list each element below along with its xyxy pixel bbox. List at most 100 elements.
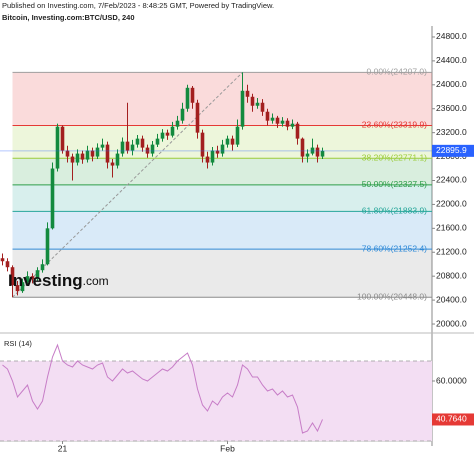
y-tick-label: 24800.0 — [436, 31, 467, 41]
candle-body — [315, 147, 320, 157]
candle-body — [130, 144, 135, 151]
fib-label: 100.00%(20448.0) — [357, 291, 427, 301]
rsi-last-box — [432, 413, 474, 426]
candle-body — [190, 87, 195, 103]
candle-body — [90, 150, 95, 157]
candle-body — [195, 102, 200, 133]
candle-body — [275, 117, 280, 124]
fib-label: 61.80%(21883.9) — [362, 206, 427, 216]
candle-body — [215, 150, 220, 154]
fib-label: 78.60%(21252.4) — [362, 243, 427, 253]
y-tick-label: 24000.0 — [436, 79, 467, 89]
candle-body — [10, 267, 15, 286]
x-tick-label: Feb — [220, 443, 235, 453]
candle-body — [140, 138, 145, 148]
fib-label: 23.60%(23319.9) — [362, 120, 427, 130]
candle-body — [205, 156, 210, 163]
candle-body — [255, 102, 260, 106]
candle-body — [320, 150, 325, 157]
candle-body — [100, 144, 105, 148]
candle-body — [175, 120, 180, 127]
candle-body — [185, 87, 190, 109]
candle-body — [135, 138, 140, 145]
x-tick-label: 21 — [58, 443, 68, 453]
fib-band — [12, 249, 432, 298]
candle-body — [125, 141, 130, 151]
y-tick-label: 23600.0 — [436, 103, 467, 113]
candle-body — [75, 153, 80, 163]
chart-title: Bitcoin, Investing.com:BTC/USD, 240 — [2, 13, 135, 22]
y-tick-label: 21200.0 — [436, 247, 467, 257]
candle-body — [235, 126, 240, 145]
candle-body — [220, 144, 225, 154]
fib-band — [12, 211, 432, 250]
candle-body — [30, 276, 35, 280]
candle-body — [295, 123, 300, 139]
candle-body — [165, 132, 170, 136]
candle-body — [270, 117, 275, 121]
candle-body — [210, 150, 215, 163]
candle-body — [60, 126, 65, 151]
candle-body — [120, 141, 125, 154]
candle-body — [105, 144, 110, 163]
candle-body — [310, 147, 315, 154]
candle-body — [35, 270, 40, 280]
candle-body — [145, 147, 150, 154]
y-tick-label: 22000.0 — [436, 199, 467, 209]
candle-body — [40, 264, 45, 271]
fib-trend-line — [12, 72, 243, 298]
candle-body — [95, 147, 100, 157]
candle-body — [290, 123, 295, 127]
candle-body — [115, 153, 120, 166]
logo-suffix: .com — [83, 274, 109, 288]
candle-body — [170, 126, 175, 136]
y-tick-label: 20400.0 — [436, 294, 467, 304]
candle-body — [260, 102, 265, 112]
fib-label: 0.00%(24207.0) — [367, 67, 428, 77]
last-price-label: 22895.9 — [436, 145, 467, 155]
candle-body — [300, 138, 305, 157]
candle-body — [55, 126, 60, 169]
y-tick-label: 23200.0 — [436, 127, 467, 137]
candle-body — [150, 144, 155, 154]
rsi-title: RSI (14) — [4, 339, 32, 348]
candle-body — [155, 138, 160, 145]
y-tick-label: 21600.0 — [436, 223, 467, 233]
candle-body — [15, 285, 20, 292]
candle-body — [160, 132, 165, 139]
fib-label: 50.00%(22327.5) — [362, 179, 427, 189]
candle-body — [65, 150, 70, 157]
last-price-box — [432, 144, 474, 157]
candle-body — [50, 168, 55, 229]
rsi-line — [2, 343, 323, 434]
candle-body — [280, 120, 285, 124]
fib-label: 38.20%(22771.1) — [362, 153, 427, 163]
rsi-band — [0, 361, 432, 441]
candle-body — [0, 258, 5, 262]
logo-main: Investing — [8, 271, 83, 290]
candle-body — [250, 96, 255, 106]
fib-band — [12, 184, 432, 212]
candle-body — [85, 150, 90, 160]
candle-body — [200, 132, 205, 157]
y-tick-label: 20800.0 — [436, 270, 467, 280]
y-tick-label: 20000.0 — [436, 318, 467, 328]
candle-body — [265, 111, 270, 121]
candle-body — [285, 120, 290, 127]
candle-body — [25, 276, 30, 283]
candle-body — [45, 228, 50, 265]
candle-body — [240, 90, 245, 127]
logo: Investing.com — [8, 271, 109, 290]
candle-body — [180, 108, 185, 121]
candle-body — [20, 282, 25, 292]
source: Published on Investing.com, 7/Feb/2023 -… — [2, 1, 274, 10]
candle-body — [305, 153, 310, 157]
candle-body — [5, 261, 10, 268]
candle-body — [225, 138, 230, 145]
candle-body — [110, 162, 115, 166]
candle-body — [80, 153, 85, 160]
y-tick-label: 24400.0 — [436, 55, 467, 65]
candle-body — [245, 90, 250, 97]
candle-body — [230, 138, 235, 145]
